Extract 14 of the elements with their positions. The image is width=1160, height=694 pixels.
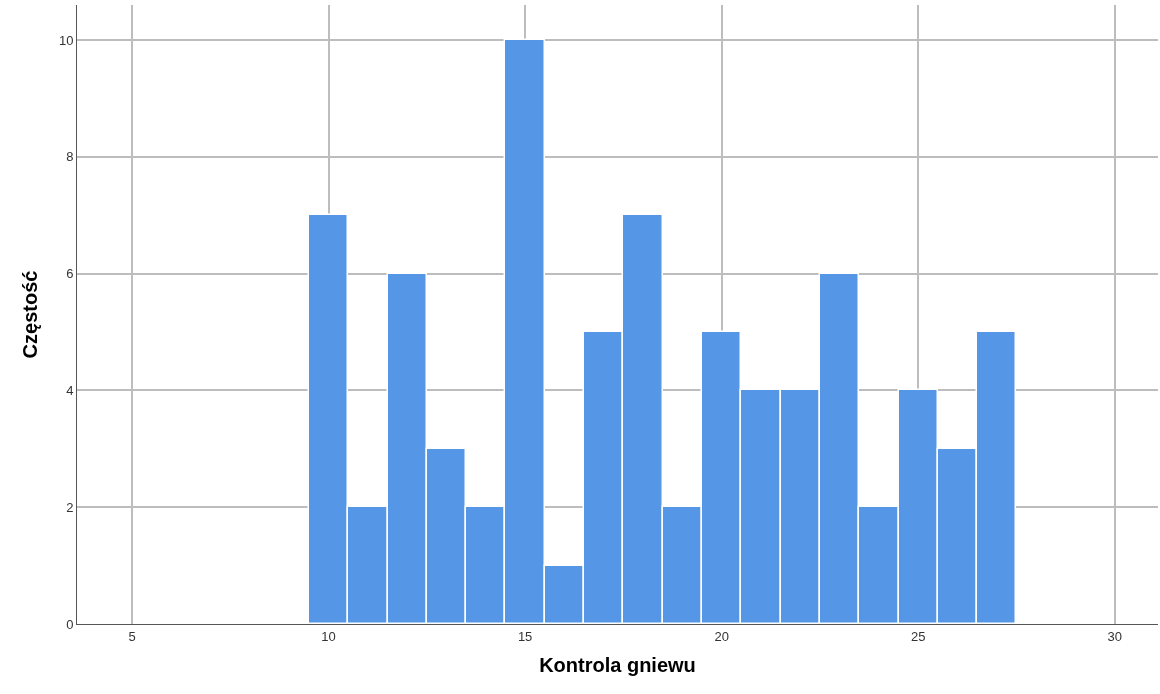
y-tick-label: 8 xyxy=(66,149,74,165)
x-tick-label: 15 xyxy=(517,628,533,644)
y-tick-label: 10 xyxy=(58,32,74,48)
y-tick-label: 6 xyxy=(66,266,74,282)
y-axis-title: Częstość xyxy=(19,270,42,359)
y-tick-label: 2 xyxy=(66,499,74,515)
x-tick-label: 25 xyxy=(910,628,926,644)
x-tick-label: 20 xyxy=(714,628,729,644)
x-tick-label: 30 xyxy=(1107,628,1122,644)
y-tick-label: 0 xyxy=(66,616,74,632)
y-tick-label: 4 xyxy=(66,382,74,398)
x-tick-label: 5 xyxy=(128,628,136,644)
x-tick-label: 10 xyxy=(321,628,336,644)
x-axis-title: Kontrola gniewu xyxy=(539,654,696,677)
